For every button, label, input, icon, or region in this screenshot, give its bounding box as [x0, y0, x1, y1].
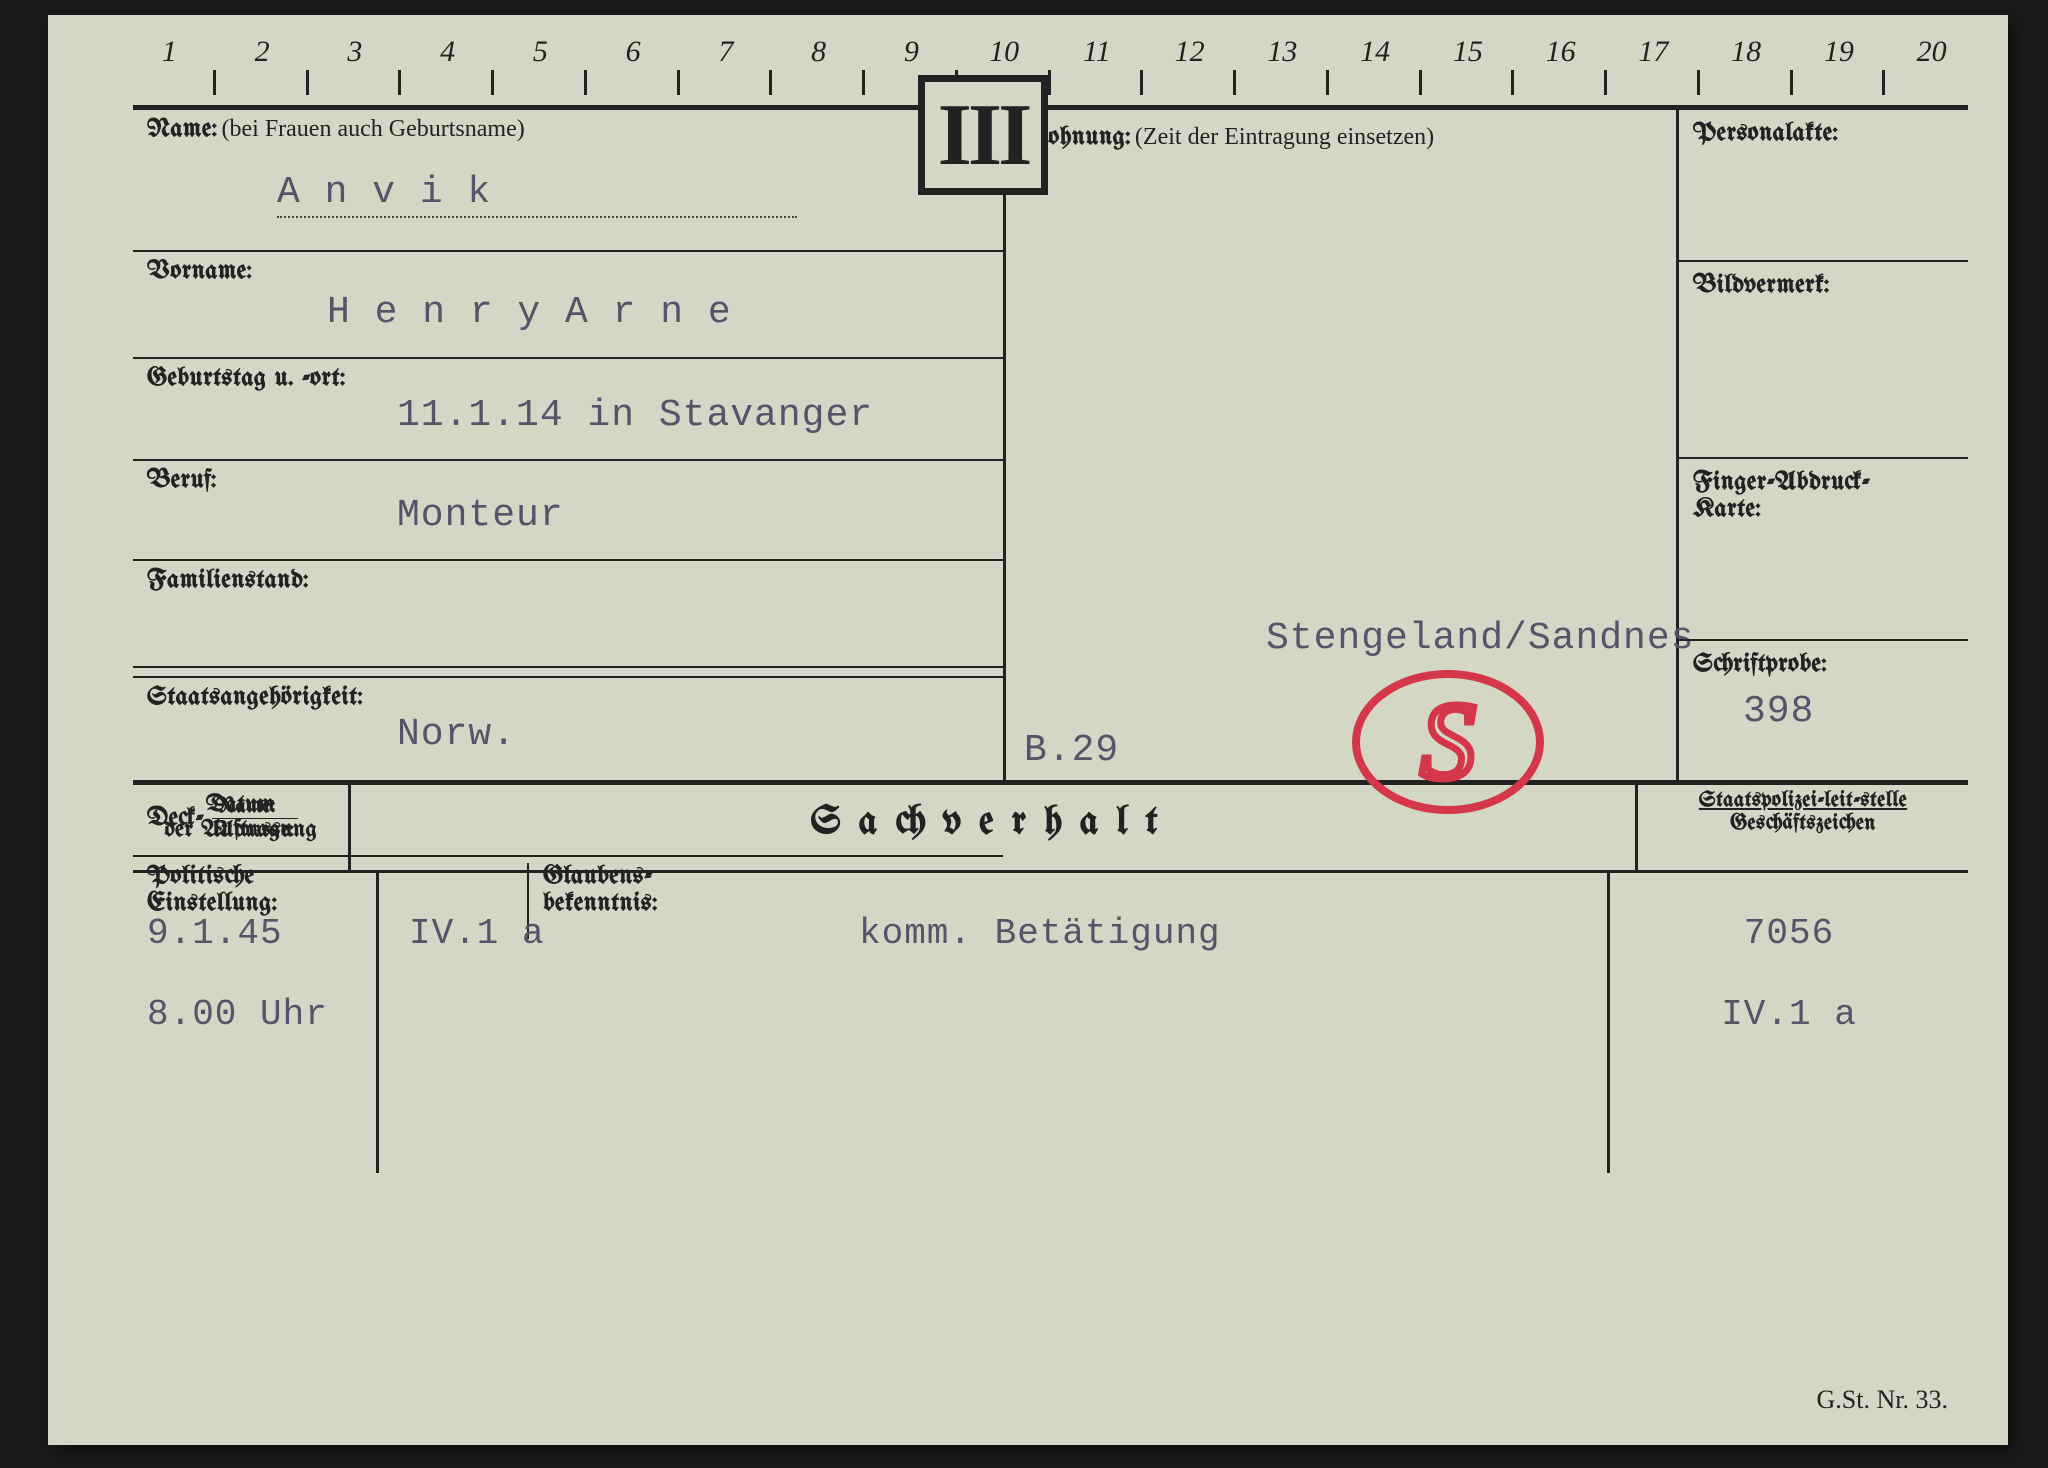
label-name: Name:	[147, 116, 218, 143]
value-b29: B.29	[1024, 729, 1119, 772]
entry-col2a: IV.1 a	[409, 913, 545, 954]
field-name: Name: (bei Frauen auch Geburtsname) A n …	[133, 110, 1003, 252]
label-sachverhalt: Sachverhalt	[810, 803, 1175, 844]
ruler-tick: 17	[1607, 35, 1700, 95]
page-container: 1234567891011121314151617181920 III Name…	[0, 0, 2048, 1468]
ruler-tick: 12	[1143, 35, 1236, 95]
middle-column: Wohnung: (Zeit der Eintragung einsetzen)…	[1006, 110, 1679, 780]
header-sachverhalt: Sachverhalt	[351, 785, 1635, 870]
value-schrift: 398	[1743, 690, 1954, 733]
label-name-note: (bei Frauen auch Geburtsname)	[222, 116, 525, 142]
value-wohnung: Stengeland/Sandnes	[1266, 617, 1694, 660]
label-spl2: Geschäftszeichen	[1638, 812, 1968, 835]
label-deck-adresse: Adresse:	[212, 819, 299, 842]
lower-body: 9.1.45 8.00 Uhr IV.1 a komm. Betätigung …	[133, 873, 1968, 1173]
field-vorname: Vorname: H e n r y A r n e	[133, 252, 1003, 359]
ruler-tick: 5	[494, 35, 587, 95]
ruler-tick: 6	[587, 35, 680, 95]
entry-num: 7056	[1624, 913, 1954, 954]
label-spl1: Staatspolizei-leit-stelle	[1638, 789, 1968, 812]
ruler-tick: 8	[772, 35, 865, 95]
deck-sublabels: Name: Adresse:	[204, 786, 299, 851]
index-card: 1234567891011121314151617181920 III Name…	[48, 15, 2008, 1445]
footer-code: G.St. Nr. 33.	[1817, 1385, 1948, 1415]
field-bildvermerk: Bildvermerk:	[1679, 262, 1968, 459]
label-personalakte: Personalakte:	[1693, 120, 1838, 147]
field-geburtstag: Geburtstag u. -ort: 11.1.14 in Stavanger	[133, 359, 1003, 461]
ruler-tick: 15	[1422, 35, 1515, 95]
field-wohnung: Wohnung: (Zeit der Eintragung einsetzen)	[1006, 110, 1676, 165]
ruler-tick: 3	[309, 35, 402, 95]
label-staats: Staatsangehörigkeit:	[147, 684, 363, 711]
entry-ref: IV.1 a	[1624, 994, 1954, 1035]
value-beruf: Monteur	[397, 494, 564, 537]
label-schriftprobe: Schriftprobe:	[1693, 651, 1827, 678]
roman-numeral: III	[938, 85, 1029, 186]
lower-header: Datum der Auftragung Sachverhalt Staatsp…	[133, 785, 1968, 873]
ruler-tick: 1	[123, 35, 216, 95]
entry-right-col: 7056 IV.1 a	[1607, 873, 1968, 1173]
label-geburtstag: Geburtstag u. -ort:	[147, 365, 346, 392]
ruler-tick: 18	[1700, 35, 1793, 95]
ruler-tick: 7	[680, 35, 773, 95]
value-vorname: H e n r y A r n e	[327, 291, 732, 334]
label-karte: Karte:	[1693, 496, 1954, 523]
field-beruf: Beruf: Monteur	[133, 461, 1003, 561]
ruler-scale: 1234567891011121314151617181920	[123, 35, 1978, 95]
value-name: A n v i k	[277, 171, 797, 218]
label-deck: Deck-	[147, 805, 204, 832]
field-finger: Finger-Abdruck- Karte:	[1679, 459, 1968, 641]
label-vorname: Vorname:	[147, 258, 252, 285]
value-staats: Norw.	[397, 713, 516, 756]
ruler-tick: 16	[1514, 35, 1607, 95]
ruler-tick: 2	[216, 35, 309, 95]
entry-date2: 8.00 Uhr	[147, 994, 362, 1035]
label-finger: Finger-Abdruck-	[1693, 469, 1954, 496]
upper-section: Name: (bei Frauen auch Geburtsname) A n …	[133, 110, 1968, 785]
roman-numeral-box: III	[918, 75, 1048, 195]
label-beruf: Beruf:	[147, 467, 217, 494]
ruler-tick: 20	[1885, 35, 1978, 95]
header-staatspolizei: Staatspolizei-leit-stelle Geschäftszeich…	[1635, 785, 1968, 870]
field-personalakte: Personalakte:	[1679, 110, 1968, 262]
label-deck-name: Name:	[212, 795, 299, 819]
label-wohnung-note: (Zeit der Eintragung einsetzen)	[1135, 124, 1434, 150]
ruler-tick: 19	[1793, 35, 1886, 95]
label-bildvermerk: Bildvermerk:	[1693, 272, 1830, 299]
ruler-tick: 14	[1329, 35, 1422, 95]
label-familienstand: Familienstand:	[147, 567, 309, 594]
entry-mid-col: IV.1 a komm. Betätigung	[379, 873, 1607, 1173]
ruler-tick: 13	[1236, 35, 1329, 95]
value-geburtstag: 11.1.14 in Stavanger	[397, 394, 873, 437]
field-schriftprobe: Schriftprobe: 398	[1679, 641, 1968, 791]
right-column: Personalakte: Bildvermerk: Finger-Abdruc…	[1679, 110, 1968, 780]
ruler-tick: 4	[401, 35, 494, 95]
left-column: Name: (bei Frauen auch Geburtsname) A n …	[133, 110, 1006, 780]
ruler-tick: 11	[1051, 35, 1144, 95]
entry-desc: komm. Betätigung	[859, 913, 1221, 954]
field-familienstand: Familienstand:	[133, 561, 1003, 668]
field-staats: Staatsangehörigkeit: Norw.	[133, 676, 1003, 782]
main-frame: III Name: (bei Frauen auch Geburtsname) …	[133, 105, 1968, 1173]
